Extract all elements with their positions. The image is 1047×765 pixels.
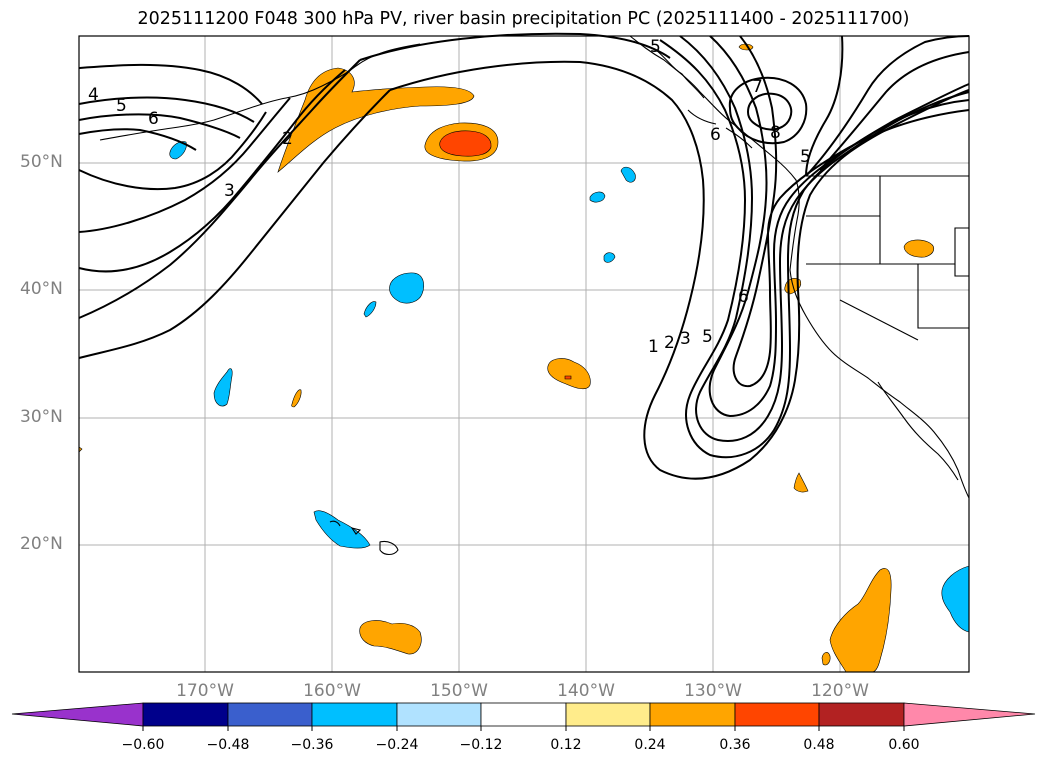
colorbar-segment	[480, 702, 567, 727]
coast-hawaii-1	[329, 520, 341, 527]
shade-negative-hawaii	[313, 510, 371, 549]
colorbar-tick-label: −0.36	[290, 737, 334, 753]
shade-negative-small-1	[363, 301, 377, 318]
lon-label-140w: 140°W	[557, 681, 615, 701]
colorbar-segment	[565, 702, 651, 727]
shade-positive-163w	[291, 389, 302, 408]
contour-left-1	[78, 111, 267, 191]
contour-ridge-2	[389, 60, 970, 480]
contour-ridge-4	[679, 35, 970, 442]
map-background	[79, 36, 969, 672]
contour-label: 8	[770, 123, 781, 143]
map-frame	[78, 35, 970, 673]
contour-label: 6	[710, 125, 721, 145]
border-states-4	[917, 264, 969, 329]
coastlines	[99, 35, 970, 556]
shade-positive-34n	[547, 358, 591, 390]
shade-negative-southeast	[941, 565, 970, 633]
coast-hawaii-2	[350, 527, 362, 535]
shade-positive-idaho	[903, 239, 934, 258]
shade-positive-small-2	[821, 652, 831, 666]
lon-label-120w: 120°W	[811, 681, 869, 701]
lon-label-130w: 130°W	[684, 681, 742, 701]
colorbar-segment	[227, 702, 313, 727]
contour-east-2	[819, 51, 970, 171]
colorbar-tick-label: −0.12	[459, 737, 503, 753]
contour-left-2	[78, 97, 291, 233]
contour-ridge-1	[359, 32, 671, 61]
colorbar-segment	[649, 702, 736, 727]
shade-strong-34n	[564, 375, 572, 380]
contour-left-3	[78, 69, 346, 273]
contour-label: 4	[88, 85, 99, 105]
contour-label: 5	[800, 147, 811, 167]
contour-inner-1	[78, 128, 197, 151]
colorbar-extend-min	[11, 702, 144, 727]
colorbar-tick-label: −0.60	[121, 737, 165, 753]
contour-label: 3	[224, 181, 235, 201]
contour-label: 2	[282, 129, 293, 149]
contour-2	[78, 59, 361, 319]
contour-3	[78, 89, 391, 359]
lon-label-170w: 170°W	[176, 681, 234, 701]
pv-contours	[78, 32, 970, 480]
colorbar-tick-label: 0.12	[550, 737, 582, 753]
contour-label: 5	[650, 37, 661, 57]
border-states-5	[839, 299, 919, 341]
coast-bc-islands	[655, 49, 753, 149]
lon-label-160w: 160°W	[303, 681, 361, 701]
shade-negative-168w	[213, 368, 233, 407]
coast-aleutians	[99, 107, 251, 141]
contour-label: 7	[752, 77, 763, 97]
contour-label: 3	[680, 329, 691, 349]
coast-na	[629, 35, 970, 499]
coast-hawaii-3	[379, 540, 399, 556]
colorbar-tick-label: 0.24	[634, 737, 666, 753]
contour-label: 1	[648, 337, 659, 357]
colorbar-tick-label: −0.48	[206, 737, 250, 753]
colorbar-segment	[396, 702, 482, 727]
shade-strong-150w	[439, 130, 492, 157]
colorbar-tick-label: 0.36	[719, 737, 751, 753]
shade-negative-small-4	[603, 252, 616, 263]
lat-label-50n: 50°N	[20, 152, 63, 172]
colorbar-tick-label: 0.48	[803, 737, 835, 753]
colorbar-segment	[734, 702, 820, 727]
shade-positive-south-hawaii	[359, 620, 422, 655]
colorbar-tick-label: 0.60	[888, 737, 920, 753]
border-states-6	[954, 264, 969, 277]
shade-negative-aleutian	[169, 141, 187, 160]
contour-east-1	[805, 35, 970, 177]
shade-negative-40n	[389, 272, 425, 304]
lon-label-150w: 150°W	[430, 681, 488, 701]
map-title: 2025111200 F048 300 hPa PV, river basin …	[137, 9, 910, 29]
shade-positive-26n	[793, 472, 809, 493]
lat-label-20n: 20°N	[20, 534, 63, 554]
colorbar	[11, 702, 1036, 731]
contour-6	[78, 113, 241, 139]
contour-8	[746, 92, 793, 131]
lat-label-40n: 40°N	[20, 279, 63, 299]
contour-ridge-5	[708, 35, 970, 418]
colorbar-segment	[142, 702, 229, 727]
contour-label: 6	[148, 109, 159, 129]
colorbar-segment	[311, 702, 398, 727]
contour-7	[728, 76, 808, 145]
colorbar-extend-max	[903, 702, 1036, 727]
contour-label: 5	[702, 327, 713, 347]
colorbar-tick-label: −0.24	[375, 737, 419, 753]
contour-label: 2	[664, 333, 675, 353]
shade-negative-small-3	[620, 166, 636, 183]
colorbar-segment	[818, 702, 905, 727]
contour-5	[78, 96, 255, 123]
contour-4	[78, 63, 263, 105]
coast-baja	[877, 381, 959, 481]
shade-negative-small-2	[589, 191, 606, 203]
contour-label: 6	[738, 287, 749, 307]
coast-alaska	[249, 43, 421, 109]
contour-east-3	[805, 35, 844, 177]
contour-label: 5	[116, 96, 127, 116]
lat-label-30n: 30°N	[20, 407, 63, 427]
